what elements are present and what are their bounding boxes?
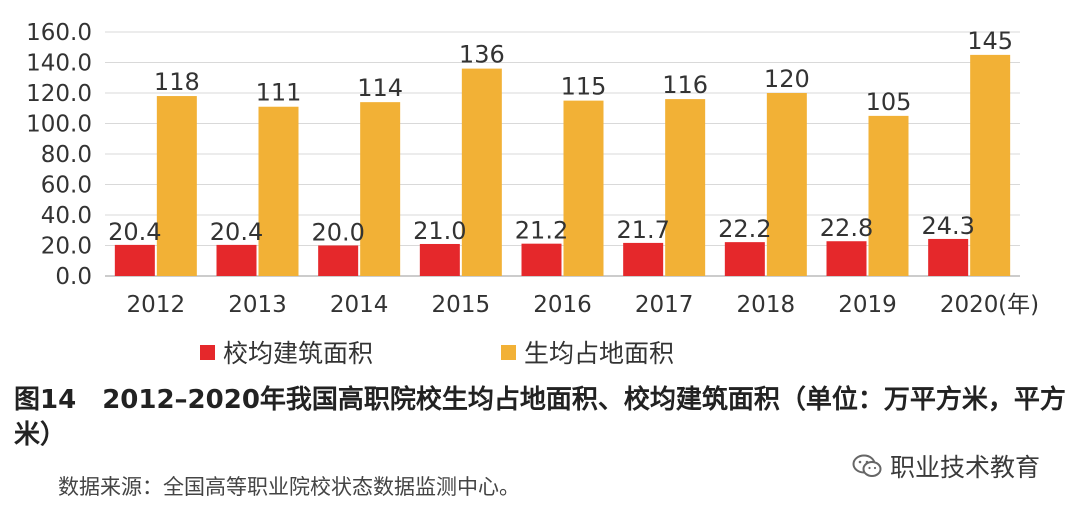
data-label-building-area: 20.4 <box>108 218 161 246</box>
legend-item-land-area: 生均占地面积 <box>501 334 674 370</box>
data-label-land-area: 118 <box>154 68 200 96</box>
x-tick-label: 2020 <box>940 292 999 318</box>
y-tick-label: 40.0 <box>41 203 92 229</box>
x-tick-label: 2014 <box>330 292 389 318</box>
y-tick-label: 20.0 <box>41 234 92 260</box>
y-tick-label: 140.0 <box>26 51 92 77</box>
y-tick-label: 80.0 <box>41 142 92 168</box>
bar-building-area <box>419 243 460 276</box>
data-label-building-area: 20.0 <box>311 219 364 247</box>
x-axis: 2012 2013 2014 2015 2016 2017 2018 2019 2020 (年) <box>127 292 1040 318</box>
bar-land-area <box>766 93 807 276</box>
legend-swatch-yellow <box>501 344 517 360</box>
data-label-land-area: 136 <box>459 41 505 69</box>
bar-building-area <box>521 243 562 276</box>
watermark: 职业技术教育 <box>852 448 1040 484</box>
y-tick-label: 100.0 <box>26 112 92 138</box>
data-label-land-area: 115 <box>561 73 607 101</box>
figure-caption: 图14 2012–2020年我国高职院校生均占地面积、校均建筑面积（单位：万平方米… <box>14 383 1076 453</box>
bar-building-area <box>928 238 969 276</box>
y-axis: 0.0 20.0 40.0 60.0 80.0 100.0 120.0 140.0 160.0 <box>26 20 92 290</box>
figure-number: 图14 <box>14 385 77 415</box>
data-source-note: 数据来源：全国高等职业院校状态数据监测中心。 <box>58 475 520 499</box>
figure-title: 2012–2020年我国高职院校生均占地面积、校均建筑面积（单位：万平方米，平方… <box>14 385 1066 450</box>
bar-land-area <box>360 102 401 277</box>
chart-legend: 校均建筑面积 生均占地面积 <box>200 336 674 368</box>
data-label-building-area: 22.2 <box>718 215 771 243</box>
y-tick-label: 160.0 <box>26 20 92 46</box>
y-tick-label: 60.0 <box>41 173 92 199</box>
data-label-building-area: 24.3 <box>921 212 974 240</box>
data-label-building-area: 22.8 <box>820 214 873 242</box>
chart-grid <box>105 31 1020 277</box>
data-label-land-area: 120 <box>764 65 810 93</box>
bar-land-area <box>563 100 604 276</box>
bar-building-area <box>318 245 359 276</box>
x-tick-label: 2013 <box>228 292 287 318</box>
bar-building-area <box>216 244 257 276</box>
chart-data-labels: 20.4 118 20.4 111 20.0 114 21.0 136 21.2 115 21.7 1… <box>108 27 1013 247</box>
data-label-building-area: 21.7 <box>616 216 669 244</box>
bar-building-area <box>724 242 765 276</box>
wechat-icon <box>852 454 882 477</box>
x-tick-label: 2018 <box>737 292 796 318</box>
x-tick-label: 2017 <box>635 292 694 318</box>
bar-building-area <box>826 241 867 276</box>
y-tick-label: 120.0 <box>26 81 92 107</box>
data-label-land-area: 114 <box>357 74 403 102</box>
x-tick-label: 2016 <box>533 292 592 318</box>
bar-chart: 20.4 118 20.4 111 20.0 114 21.0 136 21.2 115 21.7 1… <box>26 20 1040 318</box>
data-label-land-area: 116 <box>662 71 708 99</box>
x-tick-label: 2019 <box>838 292 897 318</box>
data-label-building-area: 20.4 <box>210 218 263 246</box>
legend-item-building-area: 校均建筑面积 <box>200 334 373 370</box>
legend-label: 校均建筑面积 <box>223 339 374 368</box>
data-label-land-area: 111 <box>256 79 302 107</box>
bar-land-area <box>258 106 299 276</box>
legend-label: 生均占地面积 <box>524 339 675 368</box>
bar-land-area <box>868 115 909 276</box>
chart-bars <box>114 54 1011 277</box>
data-label-building-area: 21.0 <box>413 217 466 245</box>
x-tick-label: 2015 <box>432 292 491 318</box>
bar-building-area <box>114 244 155 276</box>
bar-land-area <box>461 68 502 276</box>
y-tick-label: 0.0 <box>55 264 92 290</box>
data-label-building-area: 21.2 <box>515 217 568 245</box>
data-label-land-area: 105 <box>866 88 912 116</box>
data-label-land-area: 145 <box>967 27 1013 55</box>
bar-building-area <box>623 242 664 276</box>
x-axis-unit-label: (年) <box>998 292 1039 318</box>
bar-land-area <box>156 96 197 276</box>
legend-swatch-red <box>200 344 215 360</box>
bar-land-area <box>665 99 706 276</box>
watermark-text: 职业技术教育 <box>890 453 1041 482</box>
bar-land-area <box>970 54 1011 276</box>
x-tick-label: 2012 <box>127 292 186 318</box>
